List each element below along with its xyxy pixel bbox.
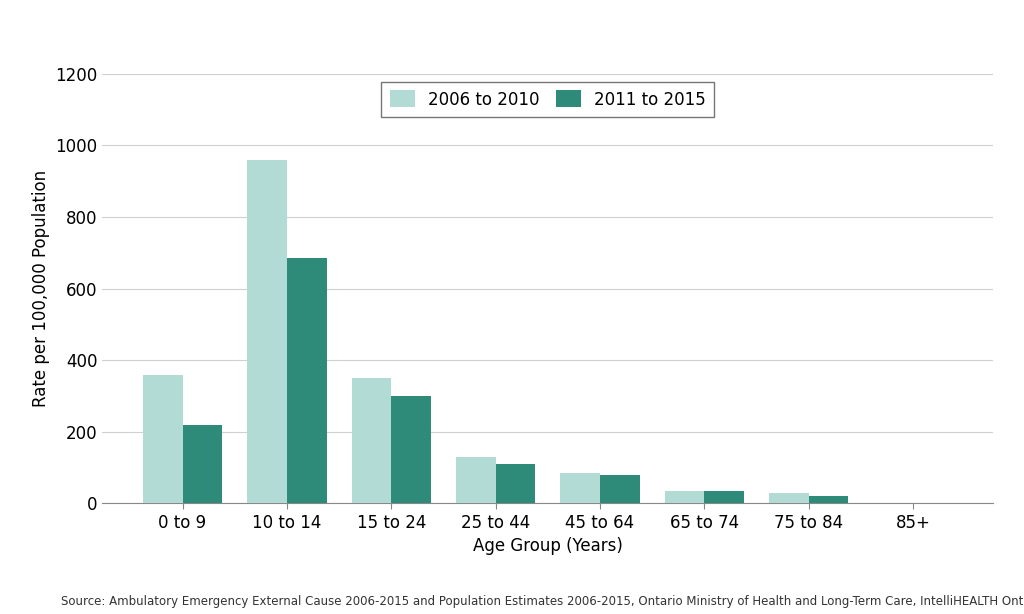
Bar — [665, 491, 705, 503]
Bar — [456, 457, 496, 503]
Bar — [496, 464, 536, 503]
Bar — [705, 491, 744, 503]
Bar — [247, 160, 287, 503]
Bar — [287, 258, 327, 503]
X-axis label: Age Group (Years): Age Group (Years) — [473, 537, 623, 556]
Bar — [391, 396, 431, 503]
Y-axis label: Rate per 100,000 Population: Rate per 100,000 Population — [32, 170, 50, 407]
Bar — [809, 496, 849, 503]
Bar — [351, 378, 391, 503]
Legend: 2006 to 2010, 2011 to 2015: 2006 to 2010, 2011 to 2015 — [381, 82, 715, 117]
Text: Source: Ambulatory Emergency External Cause 2006-2015 and Population Estimates 2: Source: Ambulatory Emergency External Ca… — [61, 595, 1024, 608]
Bar — [143, 375, 182, 503]
Bar — [182, 425, 222, 503]
Bar — [600, 475, 640, 503]
Bar — [769, 492, 809, 503]
Bar — [560, 473, 600, 503]
